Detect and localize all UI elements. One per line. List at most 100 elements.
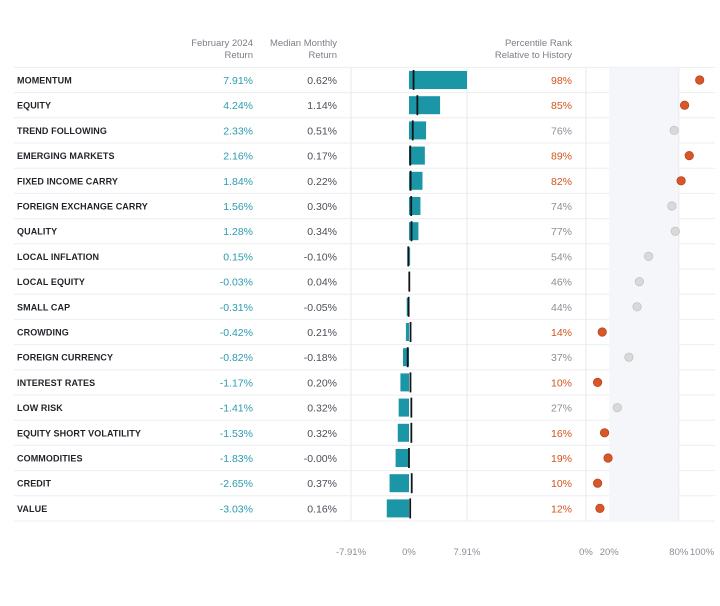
percentile-dot [670, 226, 680, 236]
factor-label: SMALL CAP [17, 302, 70, 312]
percentile-axis-tick-label: 20% [600, 547, 620, 558]
feb-return-bar [386, 499, 409, 518]
percentile-value: 85% [551, 100, 572, 112]
percentile-value: 44% [551, 302, 572, 314]
feb-return-value: -0.03% [220, 277, 253, 289]
feb-return-value: -1.83% [220, 453, 253, 465]
feb-return-value: 4.24% [223, 100, 253, 112]
feb-return-value: -1.17% [220, 377, 253, 389]
factor-label: LOW RISK [17, 403, 63, 413]
table-row: TREND FOLLOWING 2.33% 0.51% 76% [17, 120, 679, 141]
header-feb-return-line2: Return [224, 50, 253, 61]
bar-axis-tick-label: -7.91% [336, 547, 367, 558]
feb-return-value: 7.91% [223, 75, 253, 87]
percentile-dot [632, 302, 642, 312]
median-return-value: 0.16% [307, 503, 337, 515]
percentile-dot [599, 428, 610, 438]
table-row: CREDIT -2.65% 0.37% 10% [17, 473, 603, 494]
feb-return-value: -0.82% [220, 352, 253, 364]
percentile-dot [684, 151, 694, 161]
header-feb-return-line1: February 2024 [191, 38, 253, 49]
median-return-value: 1.14% [307, 100, 337, 112]
table-row: SMALL CAP -0.31% -0.05% 44% [17, 296, 642, 317]
factor-label: COMMODITIES [17, 454, 83, 464]
percentile-dot [592, 478, 603, 488]
feb-return-bar [395, 449, 409, 467]
factor-label: LOCAL EQUITY [17, 277, 85, 287]
percentile-value: 16% [551, 428, 572, 440]
factor-label: EMERGING MARKETS [17, 151, 115, 161]
percentile-dot [612, 402, 622, 413]
feb-return-bar [397, 423, 409, 442]
percentile-value: 19% [551, 453, 572, 465]
percentile-dot [603, 453, 613, 463]
percentile-axis-tick-label: 100% [690, 547, 715, 558]
median-return-value: 0.17% [307, 151, 337, 163]
percentile-value: 10% [551, 478, 572, 490]
percentile-dot [595, 503, 605, 513]
percentile-dot [667, 201, 677, 211]
feb-return-bar [409, 197, 421, 215]
percentile-value: 82% [551, 176, 572, 188]
median-return-value: 0.20% [307, 377, 337, 389]
median-return-value: 0.34% [307, 226, 337, 238]
header-median-line1: Median Monthly [270, 38, 337, 49]
median-return-value: 0.37% [307, 478, 337, 490]
percentile-value: 37% [551, 352, 572, 364]
feb-return-value: -1.53% [220, 428, 253, 440]
factor-label: FOREIGN EXCHANGE CARRY [17, 202, 148, 212]
percentile-value: 46% [551, 277, 572, 289]
axis-lines [350, 67, 680, 521]
factor-label: EQUITY SHORT VOLATILITY [17, 428, 141, 438]
percentile-dot [592, 377, 603, 387]
factor-label: EQUITY [17, 101, 51, 111]
feb-return-value: 1.84% [223, 176, 253, 188]
percentile-value: 76% [551, 125, 572, 137]
feb-return-bar [409, 71, 467, 89]
median-return-value: 0.04% [307, 277, 337, 289]
feb-return-bar [409, 247, 411, 266]
percentile-axis-ticks: 0% 20% 80% 100% [579, 547, 715, 558]
percentile-value: 14% [551, 327, 572, 339]
median-return-value: 0.62% [307, 75, 337, 87]
bar-axis-ticks: -7.91% 0% 7.91% [336, 547, 481, 558]
table-row: LOCAL EQUITY -0.03% 0.04% 46% [17, 271, 644, 292]
table-row: VALUE -3.03% 0.16% 12% [17, 498, 605, 519]
median-return-value: 0.32% [307, 428, 337, 440]
percentile-value: 10% [551, 377, 572, 389]
feb-return-bar [402, 348, 409, 367]
feb-return-bar [398, 398, 409, 417]
percentile-value: 54% [551, 251, 572, 263]
median-return-value: 0.51% [307, 125, 337, 137]
row-gridlines [14, 66, 715, 522]
median-return-value: 0.21% [307, 327, 337, 339]
percentile-dot [624, 352, 634, 362]
table-row: LOCAL INFLATION 0.15% -0.10% 54% [17, 246, 654, 267]
bar-axis-tick-label: 0% [402, 547, 416, 558]
table-row: FIXED INCOME CARRY 1.84% 0.22% 82% [17, 170, 686, 191]
median-return-value: -0.10% [304, 251, 337, 263]
table-row: QUALITY 1.28% 0.34% 77% [17, 221, 680, 242]
feb-return-bar [405, 323, 409, 341]
factor-label: VALUE [17, 504, 47, 514]
feb-return-bar [389, 474, 409, 493]
percentile-axis-tick-label: 80% [669, 547, 689, 558]
factor-label: CROWDING [17, 328, 69, 338]
table-row: EMERGING MARKETS 2.16% 0.17% 89% [17, 145, 694, 166]
feb-return-bar [409, 96, 441, 115]
header-median-line2: Return [308, 50, 337, 61]
table-row: LOW RISK -1.41% 0.32% 27% [17, 397, 622, 418]
feb-return-value: -2.65% [220, 478, 253, 490]
percentile-value: 12% [551, 503, 572, 515]
feb-return-bar [409, 171, 423, 190]
percentile-dot [695, 75, 705, 85]
percentile-value: 98% [551, 75, 572, 87]
percentile-dot [634, 276, 644, 287]
percentile-dot [669, 125, 679, 135]
factor-label: FIXED INCOME CARRY [17, 176, 118, 186]
feb-return-value: 1.28% [223, 226, 253, 238]
percentile-value: 27% [551, 403, 572, 415]
feb-return-value: -1.41% [220, 403, 253, 415]
feb-return-value: 1.56% [223, 201, 253, 213]
